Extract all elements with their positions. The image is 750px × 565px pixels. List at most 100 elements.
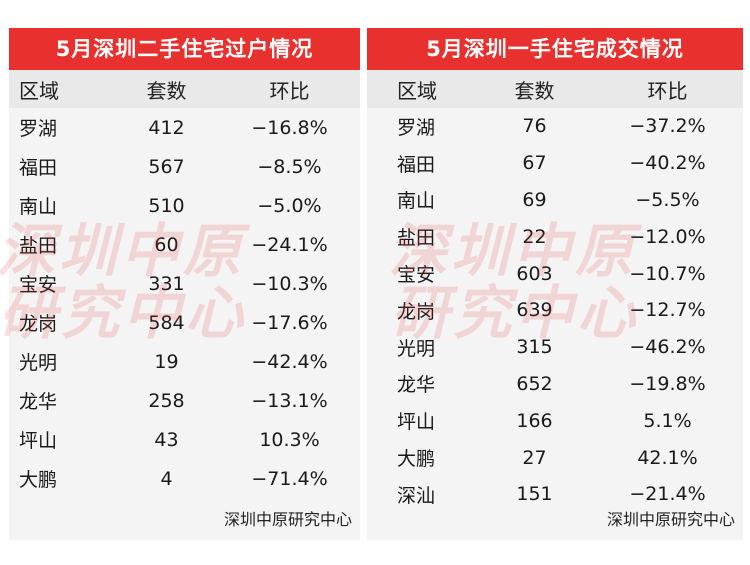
table-row: 坪山 43 10.3% (9, 420, 360, 459)
header-district: 区域 (397, 78, 437, 103)
table-row: 罗湖 412 −16.8% (9, 108, 360, 147)
mom-cell: 5.1% (643, 409, 692, 432)
table-row: 坪山 166 5.1% (367, 402, 743, 439)
mom-cell: −10.3% (251, 272, 328, 295)
newhome-table-body: 深圳中原 研究中心 罗湖 76 −37.2% 福田 67 −40.2% 南山 69 −5.5… (367, 108, 743, 540)
table-row: 大鹏 27 42.1% (367, 439, 743, 476)
units-cell: 4 (160, 467, 173, 490)
header-district: 区域 (19, 78, 59, 103)
table-row: 龙华 652 −19.8% (367, 366, 743, 403)
district-cell: 龙岗 (19, 313, 58, 335)
units-cell: 584 (148, 311, 185, 334)
district-cell: 光明 (397, 337, 436, 360)
mom-cell: −13.1% (251, 389, 328, 412)
district-cell: 南山 (19, 196, 58, 218)
units-cell: 151 (516, 483, 553, 506)
table-row: 龙岗 639 −12.7% (367, 292, 743, 329)
header-mom: 环比 (269, 78, 310, 103)
table-row: 宝安 331 −10.3% (9, 264, 360, 303)
units-cell: 22 (522, 225, 547, 248)
district-cell: 龙华 (397, 374, 436, 397)
mom-cell: −17.6% (251, 311, 328, 334)
table-row: 龙岗 584 −17.6% (9, 303, 360, 342)
mom-cell: −5.0% (257, 194, 322, 217)
secondhand-table-panel: 5月深圳二手住宅过户情况 区域 套数 环比 深圳中原 研究中心 罗湖 412 −16… (0, 28, 360, 540)
newhome-table-title: 5月深圳一手住宅成交情况 (367, 28, 743, 70)
mom-cell: −71.4% (251, 467, 328, 490)
table-row: 深汕 151 −21.4% (367, 476, 743, 513)
units-cell: 603 (516, 262, 553, 285)
table-row: 龙华 258 −13.1% (9, 381, 360, 420)
table-row: 宝安 603 −10.7% (367, 255, 743, 292)
units-cell: 258 (148, 389, 185, 412)
district-cell: 福田 (19, 157, 58, 179)
header-mom: 环比 (647, 78, 688, 103)
table-row: 罗湖 76 −37.2% (367, 108, 743, 145)
units-cell: 652 (516, 372, 553, 395)
district-cell: 宝安 (397, 264, 436, 287)
district-cell: 福田 (397, 153, 436, 176)
units-cell: 19 (154, 350, 179, 373)
source-note: 深圳中原研究中心 (223, 510, 352, 529)
units-cell: 510 (148, 194, 185, 217)
table-row: 大鹏 4 −71.4% (9, 459, 360, 498)
district-cell: 大鹏 (19, 469, 58, 491)
mom-cell: 42.1% (637, 446, 698, 469)
mom-cell: −19.8% (629, 372, 706, 395)
header-units: 套数 (514, 78, 555, 103)
mom-cell: −10.7% (629, 262, 706, 285)
district-cell: 宝安 (19, 274, 58, 296)
district-cell: 坪山 (397, 411, 436, 434)
mom-cell: 10.3% (259, 428, 320, 451)
secondhand-table-body: 深圳中原 研究中心 罗湖 412 −16.8% 福田 567 −8.5% 南山 510 −5… (0, 108, 360, 540)
secondhand-table-header: 区域 套数 环比 (9, 70, 360, 108)
mom-cell: −12.7% (629, 299, 706, 322)
units-cell: 76 (522, 115, 547, 138)
table-row: 福田 567 −8.5% (9, 147, 360, 186)
district-cell: 罗湖 (397, 116, 436, 139)
table-row: 南山 69 −5.5% (367, 182, 743, 219)
table-row: 光明 19 −42.4% (9, 342, 360, 381)
table-row: 盐田 60 −24.1% (9, 225, 360, 264)
mom-cell: −46.2% (629, 336, 706, 359)
table-row: 南山 510 −5.0% (9, 186, 360, 225)
mom-cell: −37.2% (629, 115, 706, 138)
units-cell: 331 (148, 272, 185, 295)
units-cell: 567 (148, 155, 185, 178)
district-cell: 龙岗 (397, 300, 436, 323)
units-cell: 639 (516, 299, 553, 322)
newhome-table-header: 区域 套数 环比 (367, 70, 743, 108)
units-cell: 69 (522, 188, 547, 211)
district-cell: 盐田 (397, 227, 436, 250)
units-cell: 315 (516, 336, 553, 359)
district-cell: 罗湖 (19, 118, 58, 140)
district-cell: 南山 (397, 190, 436, 213)
newhome-table-panel: 5月深圳一手住宅成交情况 区域 套数 环比 深圳中原 研究中心 罗湖 76 −37.… (367, 28, 743, 540)
table-row: 盐田 22 −12.0% (367, 218, 743, 255)
header-units: 套数 (146, 78, 187, 103)
mom-cell: −21.4% (629, 483, 706, 506)
units-cell: 67 (522, 152, 547, 175)
mom-cell: −8.5% (257, 155, 322, 178)
mom-cell: −42.4% (251, 350, 328, 373)
mom-cell: −12.0% (629, 225, 706, 248)
district-cell: 盐田 (19, 235, 58, 257)
table-row: 福田 67 −40.2% (367, 145, 743, 182)
mom-cell: −5.5% (635, 188, 700, 211)
district-cell: 大鹏 (397, 448, 436, 471)
mom-cell: −24.1% (251, 233, 328, 256)
units-cell: 60 (154, 233, 179, 256)
source-note: 深圳中原研究中心 (606, 510, 735, 529)
units-cell: 43 (154, 428, 179, 451)
units-cell: 27 (522, 446, 547, 469)
district-cell: 光明 (19, 352, 58, 374)
units-cell: 166 (516, 409, 553, 432)
district-cell: 深汕 (397, 484, 436, 507)
district-cell: 坪山 (19, 430, 58, 452)
mom-cell: −40.2% (629, 152, 706, 175)
mom-cell: −16.8% (251, 116, 328, 139)
table-row: 光明 315 −46.2% (367, 329, 743, 366)
district-cell: 龙华 (19, 391, 58, 413)
units-cell: 412 (148, 116, 185, 139)
secondhand-table-title: 5月深圳二手住宅过户情况 (9, 28, 360, 70)
